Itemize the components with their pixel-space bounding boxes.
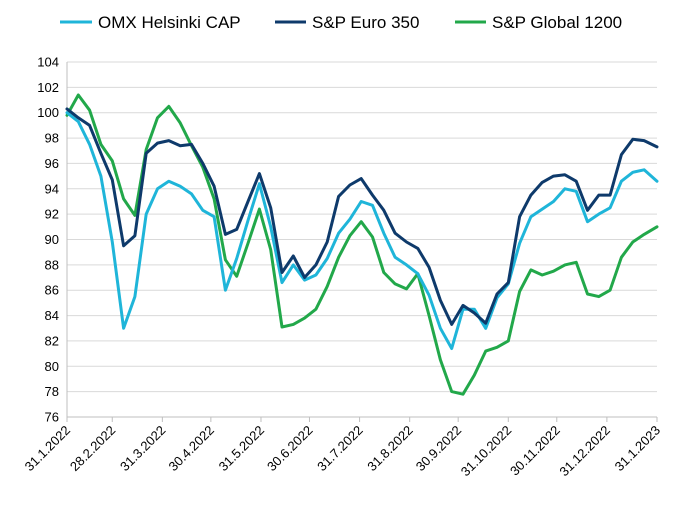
x-tick-label: 31.12.2022	[556, 423, 613, 480]
y-tick-label: 80	[45, 359, 59, 374]
legend-label-omx-helsinki-cap: OMX Helsinki CAP	[98, 13, 241, 32]
series-line-s-p-global-1200	[65, 93, 659, 396]
series-line-omx-helsinki-cap	[65, 111, 659, 350]
y-tick-label: 96	[45, 156, 59, 171]
y-tick-label: 104	[37, 55, 59, 70]
y-tick-label: 92	[45, 207, 59, 222]
x-tick-label: 31.7.2022	[314, 423, 366, 475]
y-tick-label: 94	[45, 181, 59, 196]
y-tick-label: 88	[45, 257, 59, 272]
y-tick-label: 82	[45, 333, 59, 348]
legend-item-sp-global-1200: S&P Global 1200	[455, 13, 622, 32]
x-axis: 31.1.202228.2.202231.3.202230.4.202231.5…	[22, 416, 664, 480]
series-lines	[65, 93, 659, 396]
x-tick-label: 30.9.2022	[413, 423, 465, 475]
legend-item-sp-euro-350: S&P Euro 350	[275, 13, 419, 32]
x-tick-label: 30.11.2022	[507, 423, 563, 479]
y-tick-label: 100	[37, 105, 59, 120]
y-tick-label: 90	[45, 232, 59, 247]
x-tick-label: 30.4.2022	[165, 423, 217, 475]
y-tick-label: 86	[45, 283, 59, 298]
x-tick-label: 28.2.2022	[67, 423, 119, 475]
x-tick-label: 30.6.2022	[264, 423, 316, 475]
legend: OMX Helsinki CAP S&P Euro 350 S&P Global…	[60, 13, 622, 32]
x-tick-label: 31.5.2022	[216, 423, 268, 475]
x-tick-label: 31.1.2022	[22, 423, 74, 475]
x-tick-label: 31.1.2023	[612, 423, 664, 475]
y-axis: 76 78 80 82 84 86 88 90 92 94 96 98 100 102 104	[37, 55, 68, 425]
series-line-s-p-euro-350	[65, 107, 659, 326]
gridlines	[67, 61, 657, 418]
legend-label-sp-global-1200: S&P Global 1200	[492, 13, 622, 32]
y-tick-label: 102	[37, 80, 59, 95]
x-tick-label: 31.10.2022	[458, 423, 515, 480]
y-tick-label: 76	[45, 410, 59, 425]
y-tick-label: 78	[45, 384, 59, 399]
y-tick-label: 84	[45, 308, 59, 323]
y-tick-label: 98	[45, 131, 59, 146]
x-tick-label: 31.8.2022	[364, 423, 416, 475]
legend-item-omx-helsinki-cap: OMX Helsinki CAP	[60, 13, 241, 32]
x-tick-label: 31.3.2022	[117, 423, 169, 475]
legend-label-sp-euro-350: S&P Euro 350	[312, 13, 419, 32]
